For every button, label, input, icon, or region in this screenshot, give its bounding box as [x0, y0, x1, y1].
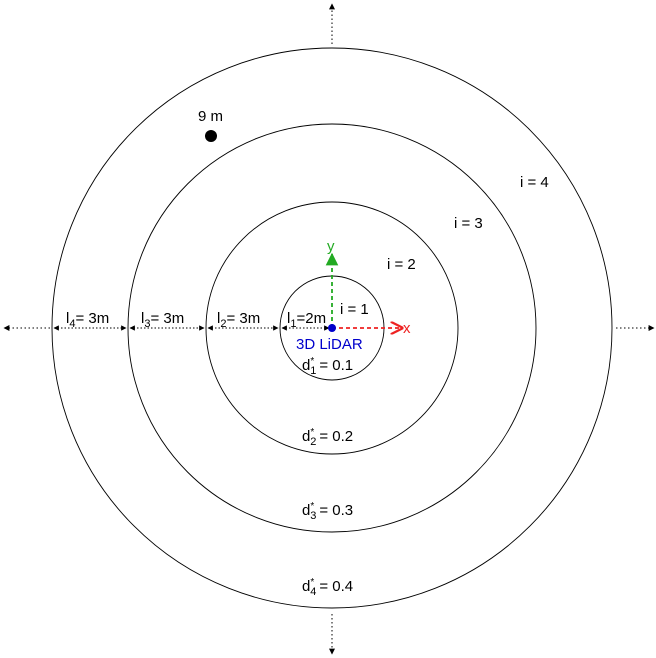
- ring-4-circle: [51, 47, 613, 609]
- y-axis-label: y: [327, 238, 335, 255]
- lidar-origin-dot: [328, 324, 336, 332]
- ring-1-width-label: l1=2m: [287, 310, 326, 330]
- ring-4-threshold-label: d* 4 = 0.4: [302, 577, 353, 598]
- ring-1-threshold-label: d* 1 = 0.1: [302, 356, 353, 377]
- ring-2-width-label: l2= 3m: [217, 310, 260, 330]
- ring-3-threshold-label: d* 3 = 0.3: [302, 501, 353, 522]
- ring-2-threshold-label: d* 2 = 0.2: [302, 427, 353, 448]
- ring-3-width-label: l3= 3m: [141, 310, 184, 330]
- x-axis-label: x: [403, 320, 411, 337]
- ring-2-circle: [205, 201, 459, 455]
- lidar-label: 3D LiDAR: [296, 336, 363, 353]
- ring-2-index-label: i = 2: [387, 256, 416, 273]
- point-marker: [205, 130, 217, 142]
- ring-1-index-label: i = 1: [340, 301, 369, 318]
- ring-3-index-label: i = 3: [454, 215, 483, 232]
- point-label: 9 m: [198, 108, 223, 125]
- ring-4-width-label: l4= 3m: [66, 310, 109, 330]
- ring-4-index-label: i = 4: [520, 174, 549, 191]
- ring-3-circle: [127, 123, 537, 533]
